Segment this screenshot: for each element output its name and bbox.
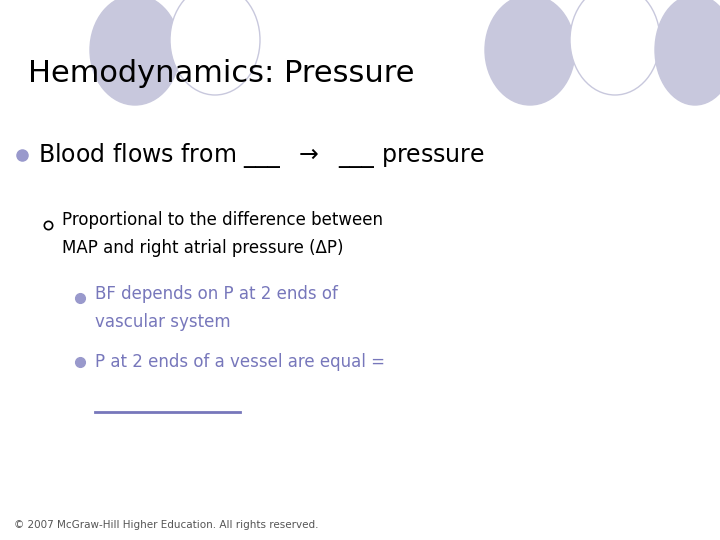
Text: BF depends on P at 2 ends of: BF depends on P at 2 ends of	[95, 285, 338, 303]
Text: Hemodynamics: Pressure: Hemodynamics: Pressure	[28, 58, 415, 87]
Ellipse shape	[570, 0, 660, 95]
Text: vascular system: vascular system	[95, 313, 230, 331]
Text: Proportional to the difference between: Proportional to the difference between	[62, 211, 383, 229]
Ellipse shape	[655, 0, 720, 105]
Ellipse shape	[485, 0, 575, 105]
Text: Blood flows from ___  $\rightarrow$  ___ pressure: Blood flows from ___ $\rightarrow$ ___ p…	[38, 140, 485, 170]
Text: MAP and right atrial pressure (ΔP): MAP and right atrial pressure (ΔP)	[62, 239, 343, 257]
Text: P at 2 ends of a vessel are equal =: P at 2 ends of a vessel are equal =	[95, 353, 385, 371]
Ellipse shape	[90, 0, 180, 105]
Text: © 2007 McGraw-Hill Higher Education. All rights reserved.: © 2007 McGraw-Hill Higher Education. All…	[14, 520, 318, 530]
Ellipse shape	[170, 0, 260, 95]
